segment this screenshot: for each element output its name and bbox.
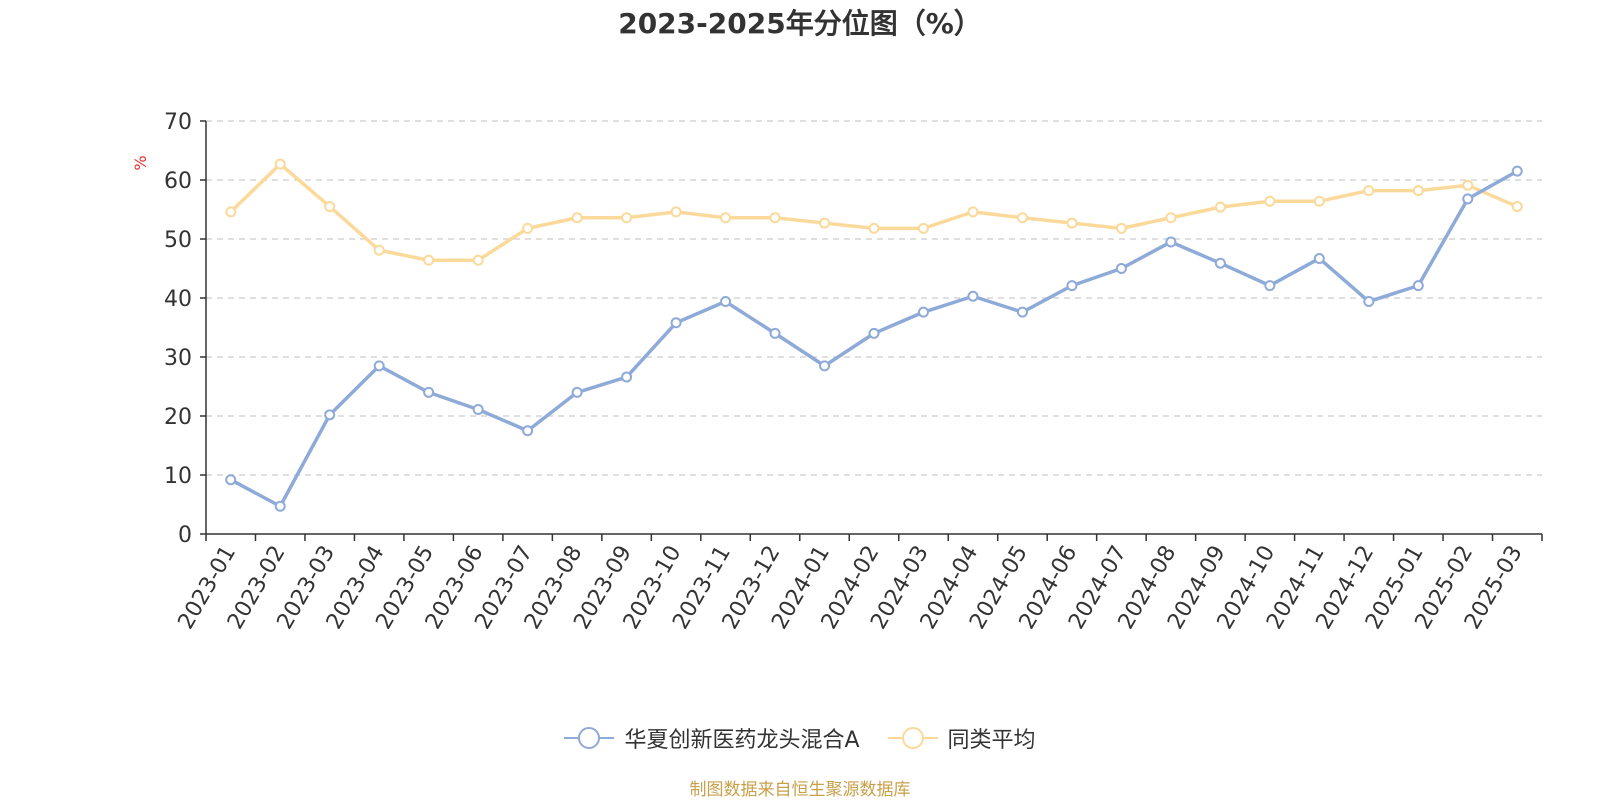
data-point	[621, 371, 633, 383]
data-point	[423, 254, 435, 266]
data-point	[1214, 257, 1226, 269]
data-point	[1511, 165, 1523, 177]
series-line	[228, 162, 1520, 262]
y-axis-label: %	[131, 155, 150, 170]
y-tick-label: 50	[164, 228, 192, 253]
data-point	[1115, 222, 1127, 234]
data-point	[522, 425, 534, 437]
data-point	[522, 222, 534, 234]
data-point	[472, 404, 484, 416]
data-point	[1066, 280, 1078, 292]
y-tick-label: 40	[164, 287, 192, 312]
data-point	[571, 212, 583, 224]
data-point	[1214, 201, 1226, 213]
data-point	[1363, 185, 1375, 197]
chart-title: 2023-2025年分位图（%）	[618, 7, 982, 40]
data-point	[1363, 296, 1375, 308]
data-point	[720, 212, 732, 224]
data-point	[1016, 306, 1028, 318]
data-point	[1264, 195, 1276, 207]
data-point	[1066, 217, 1078, 229]
data-point	[621, 212, 633, 224]
y-tick-label: 70	[164, 110, 192, 135]
data-point	[1462, 193, 1474, 205]
y-tick-label: 30	[164, 346, 192, 371]
data-point	[720, 296, 732, 308]
data-point	[373, 360, 385, 372]
axes: 010203040506070%2023-012023-022023-03202…	[131, 110, 1543, 634]
data-point	[917, 306, 929, 318]
data-point	[819, 360, 831, 372]
legend-line-circle-icon	[564, 727, 615, 749]
data-point	[225, 474, 237, 486]
data-point	[472, 254, 484, 266]
data-point	[373, 244, 385, 256]
data-point	[670, 317, 682, 329]
data-point	[769, 212, 781, 224]
series-group	[225, 158, 1523, 266]
legend-line-circle-icon	[887, 727, 938, 749]
data-point	[1165, 212, 1177, 224]
data-point	[274, 500, 286, 512]
series-lines	[225, 158, 1523, 512]
data-point	[571, 386, 583, 398]
data-point	[769, 327, 781, 339]
data-point	[274, 158, 286, 170]
data-point	[917, 222, 929, 234]
data-point	[967, 290, 979, 302]
data-point	[1165, 236, 1177, 248]
data-point	[1462, 179, 1474, 191]
legend-item[interactable]: 华夏创新医药龙头混合A	[564, 722, 860, 754]
data-point	[1313, 252, 1325, 264]
series-group	[225, 165, 1523, 512]
data-point	[1412, 185, 1424, 197]
y-tick-label: 10	[164, 464, 192, 489]
data-point	[868, 222, 880, 234]
line-chart: 010203040506070%2023-012023-022023-03202…	[131, 110, 1543, 634]
y-tick-label: 20	[164, 405, 192, 430]
data-point	[967, 206, 979, 218]
y-tick-label: 0	[178, 523, 192, 548]
data-point	[423, 386, 435, 398]
data-point	[1264, 280, 1276, 292]
legend-item[interactable]: 同类平均	[887, 722, 1036, 754]
data-point	[324, 201, 336, 213]
data-point	[819, 217, 831, 229]
legend-label: 同类平均	[947, 728, 1036, 753]
grid-lines	[206, 120, 1542, 476]
data-point	[1313, 195, 1325, 207]
data-source-note: 制图数据来自恒生聚源数据库	[689, 780, 911, 800]
data-point	[1412, 280, 1424, 292]
data-point	[1016, 212, 1028, 224]
data-point	[225, 206, 237, 218]
data-point	[868, 327, 880, 339]
y-tick-label: 60	[164, 169, 192, 194]
data-point	[1115, 263, 1127, 274]
chart-legend: 华夏创新医药龙头混合A 同类平均	[0, 722, 1600, 754]
data-point	[1511, 201, 1523, 213]
legend-label: 华夏创新医药龙头混合A	[624, 728, 860, 753]
data-point	[324, 409, 336, 421]
data-point	[670, 206, 682, 218]
